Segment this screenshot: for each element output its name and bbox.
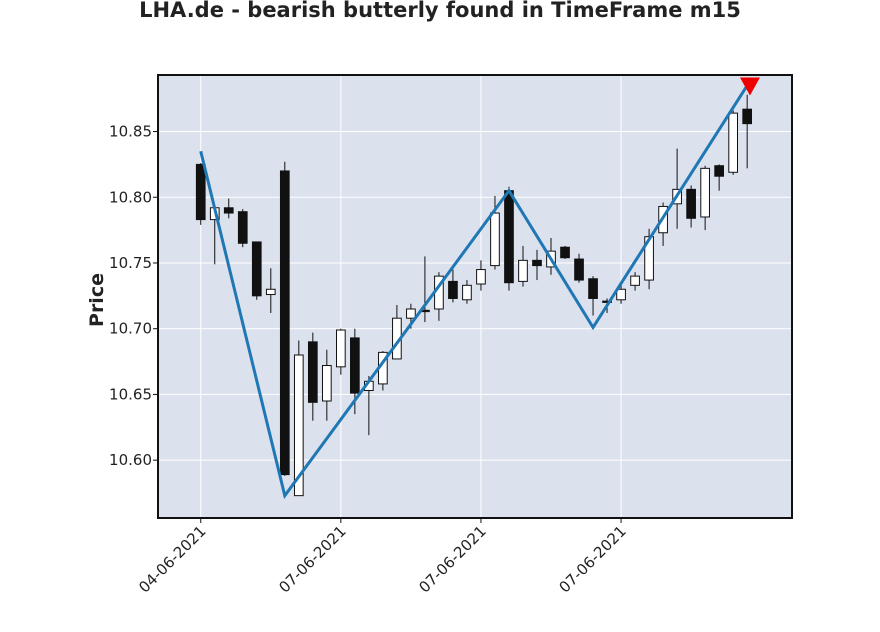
y-tick-label: 10.65 [109, 385, 152, 403]
candle-body-up [490, 212, 500, 267]
candle-body-down [223, 207, 234, 214]
y-tick-label: 10.75 [109, 254, 152, 272]
candle [321, 349, 332, 421]
candle [742, 94, 753, 169]
candle-body-down [714, 165, 724, 177]
candle-body-up [700, 167, 710, 218]
candle-body-down [504, 190, 514, 284]
y-tick-label: 10.80 [109, 188, 152, 206]
candle [237, 209, 248, 248]
candle [504, 186, 514, 291]
candle-body-up [476, 269, 486, 285]
y-axis-label: Price [86, 273, 108, 327]
candle [462, 280, 472, 304]
butterfly-pattern-line [199, 84, 749, 500]
candle-body-down [195, 163, 206, 221]
x-axis-ticks: 04-06-2021 07-06-2021 07-06-2021 07-06-2021 [135, 518, 630, 596]
plot-frame [157, 74, 793, 519]
candle-body-down [350, 337, 360, 394]
candle-body-up [616, 288, 626, 301]
chart-title: LHA.de - bearish butterly found in TimeF… [139, 0, 741, 22]
candle [700, 165, 710, 231]
candle-body-up [321, 365, 332, 402]
candle-body-down [532, 259, 542, 267]
candle-body-down [307, 341, 318, 403]
candle [630, 272, 640, 291]
candle-body-down [251, 241, 262, 297]
candle-body-up [728, 112, 738, 173]
candle [728, 110, 738, 175]
x-tick-label: 07-06-2021 [556, 522, 630, 596]
x-tick-label: 04-06-2021 [135, 522, 209, 596]
candle [476, 260, 486, 291]
plot-area [158, 75, 792, 518]
candle [616, 285, 626, 304]
candle-body-down [237, 211, 248, 244]
candle [686, 185, 696, 228]
bearish-signal-marker [739, 77, 760, 96]
candle-body-down [602, 300, 612, 303]
y-tick-label: 10.70 [109, 320, 152, 338]
candle [574, 253, 584, 283]
x-tick-label: 07-06-2021 [415, 522, 489, 596]
candle [448, 269, 458, 303]
candle [293, 340, 304, 497]
candle-body-up [518, 259, 528, 282]
x-tick-label: 07-06-2021 [275, 522, 349, 596]
candle-body-down [574, 258, 584, 281]
candle-body-down [279, 170, 290, 476]
y-tick-label: 10.85 [109, 123, 152, 141]
candle-body-up [265, 288, 276, 296]
candle [251, 241, 262, 300]
candle [307, 332, 318, 421]
candle-body-up [630, 275, 640, 286]
candle-body-up [406, 308, 416, 319]
y-tick-label: 10.60 [109, 451, 152, 469]
candles [195, 94, 753, 497]
candle [560, 245, 570, 260]
candle [714, 164, 724, 191]
candle [195, 163, 206, 225]
candle-body-down [448, 280, 458, 299]
candle [532, 249, 542, 281]
candle [518, 245, 528, 287]
candle-body-down [686, 188, 696, 219]
candle [588, 276, 598, 316]
candle [279, 161, 290, 476]
candle-body-down [588, 278, 598, 299]
y-axis-ticks: 10.60 10.65 10.70 10.75 10.80 10.85 [109, 123, 158, 469]
candle-body-down [742, 108, 753, 125]
candle-body-up [462, 284, 472, 301]
candle [223, 198, 234, 219]
candle [336, 328, 346, 375]
candle-body-down [560, 246, 570, 259]
candle-body-up [336, 329, 346, 368]
candle [265, 268, 276, 313]
candle-body-up [293, 354, 304, 497]
